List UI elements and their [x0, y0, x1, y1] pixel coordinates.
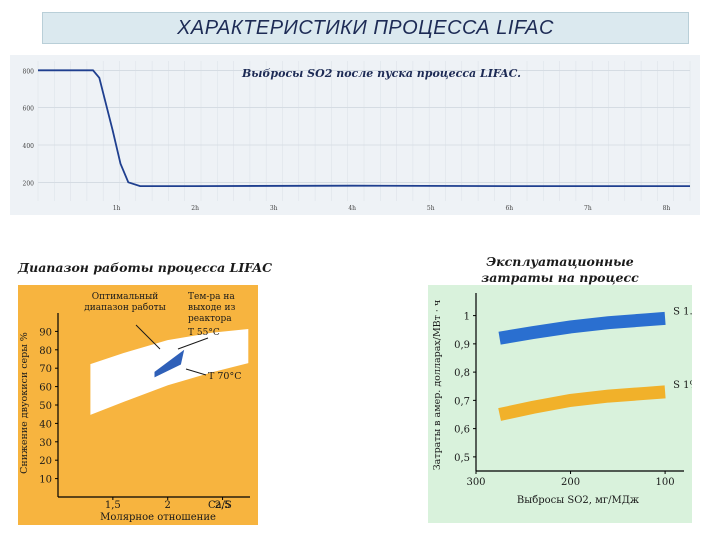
x-tick-label: 1h: [113, 205, 121, 212]
x-tick-label: 200: [561, 477, 580, 488]
page-title-bar: ХАРАКТЕРИСТИКИ ПРОЦЕССА LIFAC: [42, 12, 689, 44]
y-tick-label: 30: [39, 438, 52, 449]
y-tick-label: 80: [39, 346, 52, 357]
y-tick-label: 800: [23, 68, 35, 75]
y-tick-label: 60: [39, 383, 52, 394]
so2-chart-title: Выбросы SO2 после пуска процесса LIFAC.: [241, 67, 521, 80]
page-title: ХАРАКТЕРИСТИКИ ПРОЦЕССА LIFAC: [177, 16, 554, 39]
x-tick-label: 300: [466, 477, 485, 488]
operating-range-title: Диапазон работы процесса LIFAC: [18, 260, 273, 275]
operating-range-chart: 90 80 70 60 50 40 30 20 10 1,5 2 2,5 Ca/S Молярное…: [18, 285, 258, 525]
x-tick-label: 2h: [191, 205, 199, 212]
so2-emission-line: [38, 69, 690, 187]
x-axis-label: Выбросы SO2, мг/МДж: [517, 495, 640, 506]
temp70-label: T 70°C: [208, 371, 241, 382]
x-unit-label: Ca/S: [208, 500, 232, 511]
temp70-pointer-line: [185, 368, 207, 376]
x-tick-label: 6h: [505, 205, 513, 212]
series-band: [498, 385, 666, 421]
series-label: S 1.5%: [673, 306, 692, 317]
temp55-pointer-line: [177, 337, 209, 350]
so2-emission-chart: 800 600 400 200 1h 2h 3h 4h 5h 6h 7h 8h Выбросы SO…: [10, 55, 700, 215]
y-tick-label: 50: [39, 401, 52, 412]
y-tick-label: 0,9: [454, 340, 470, 351]
y-tick-label: 0,7: [454, 396, 470, 407]
optimal-region: [154, 349, 185, 378]
x-tick-label: 2: [165, 500, 171, 511]
y-tick-label: 200: [23, 180, 35, 187]
reactor-temp-annotation: Тем-ра на выходе из реактора: [188, 292, 236, 324]
y-tick-label: 400: [23, 143, 35, 150]
y-tick-label: 40: [39, 419, 52, 430]
chart-background: [10, 55, 700, 215]
y-tick-label: 70: [39, 364, 52, 375]
y-tick-label: 1: [464, 312, 470, 323]
x-tick-label: 4h: [348, 205, 356, 212]
x-tick-label: 1,5: [105, 500, 121, 511]
temp55-label: T 55°C: [188, 328, 220, 338]
x-tick-label: 7h: [584, 205, 592, 212]
y-tick-label: 90: [39, 327, 52, 338]
y-axis-label: Снижение двуокиси серы %: [19, 332, 30, 474]
y-tick-label: 10: [39, 475, 52, 486]
operating-range-panel: Диапазон работы процесса LIFAC: [18, 260, 273, 525]
x-tick-label: 100: [656, 477, 675, 488]
y-tick-label: 600: [23, 106, 35, 113]
y-axis-label: Затраты в амер. долларах/МВт · ч: [432, 300, 443, 471]
optimal-pointer-line: [135, 324, 161, 350]
operating-band: [90, 329, 249, 415]
series-label: S 1%: [673, 380, 692, 391]
optimal-range-annotation: Оптимальный диапазон работы: [84, 292, 166, 313]
x-tick-label: 8h: [663, 205, 671, 212]
series-band: [498, 311, 666, 345]
x-tick-label: 5h: [427, 205, 435, 212]
y-tick-label: 0,8: [454, 368, 470, 379]
x-axis-label: Молярное отношение: [100, 512, 216, 523]
y-tick-label: 20: [39, 456, 52, 467]
x-tick-label: 3h: [270, 205, 278, 212]
x-tick-label: 2,5: [215, 500, 231, 511]
operating-cost-chart: 1 0,9 0,8 0,7 0,6 0,5 300 200 100 S 1.5% S 1% За…: [428, 285, 692, 523]
y-tick-label: 0,5: [454, 453, 470, 464]
y-tick-label: 0,6: [454, 425, 470, 436]
